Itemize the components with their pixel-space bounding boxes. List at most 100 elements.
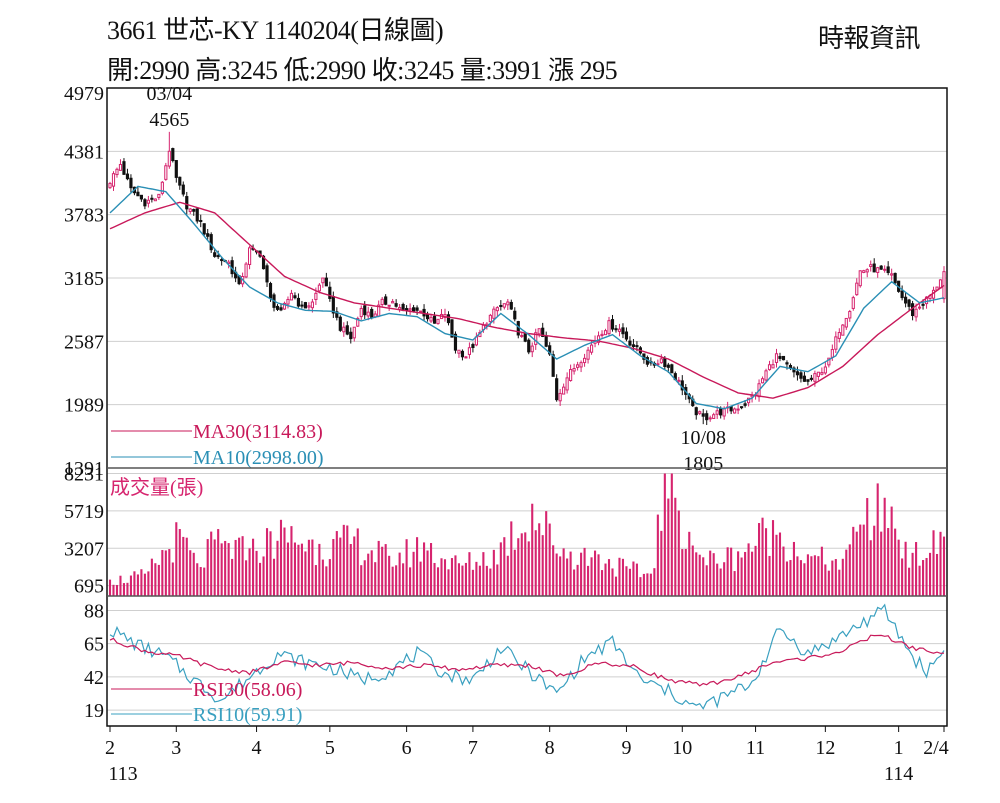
volume-bar [778, 532, 782, 596]
candle-body [516, 321, 520, 336]
volume-bar [398, 552, 401, 596]
volume-bar [852, 526, 855, 596]
volume-bar [238, 537, 241, 596]
candle-body [453, 333, 458, 351]
volume-bar [813, 555, 816, 596]
candle-body [872, 263, 876, 273]
volume-bar [234, 539, 237, 596]
volume-bar [203, 567, 206, 596]
candle-body [705, 413, 709, 421]
volume-bar [217, 529, 220, 596]
volume-bar [806, 554, 809, 596]
candle-body [457, 349, 461, 354]
volume-bar [314, 565, 317, 596]
candle-body [600, 333, 604, 336]
candle-body [562, 386, 566, 395]
candle-body [129, 177, 133, 189]
candle-body [356, 317, 360, 327]
volume-bar [653, 568, 656, 596]
candle-body [771, 364, 775, 369]
candle-body [502, 303, 506, 308]
volume-bar [848, 544, 851, 596]
volume-bar [356, 528, 359, 596]
candle-body [537, 328, 541, 335]
volume-bar [426, 550, 429, 596]
volume-bar [915, 542, 918, 596]
volume-bar [129, 575, 132, 596]
candle-body [279, 307, 283, 311]
volume-bar [342, 524, 345, 596]
candle-body [122, 161, 126, 175]
volume-bar [887, 528, 890, 596]
ma30-line [109, 201, 945, 399]
volume-bar [231, 558, 234, 596]
volume-bar [667, 498, 670, 596]
rsi10-legend-label: RSI10(59.91) [193, 704, 302, 726]
volume-bar [942, 536, 946, 596]
volume-bar [199, 567, 202, 596]
candle-body [924, 296, 929, 305]
volume-bar [810, 556, 813, 596]
volume-bar [534, 530, 537, 596]
candle-body [565, 377, 569, 391]
x-tick-label: 1 [894, 737, 904, 759]
candle-body [125, 173, 130, 180]
candle-body [338, 316, 342, 331]
volume-bar [562, 548, 565, 596]
source-label: 時報資訊 [818, 24, 921, 53]
candle-body [635, 345, 639, 348]
volume-bar [855, 531, 858, 596]
x-tick-label: 10 [672, 737, 692, 759]
volume-bar [496, 564, 499, 596]
volume-bar [161, 550, 164, 596]
volume-bar [259, 562, 262, 596]
candle-body [275, 305, 280, 310]
rsi30-legend-label: RSI30(58.06) [193, 679, 302, 701]
candle-body [321, 277, 325, 284]
x-tick-label: 7 [468, 737, 478, 759]
rsi-tick-label: 88 [84, 600, 104, 622]
candle-body [907, 299, 911, 307]
candle-body [111, 173, 116, 187]
volume-bar [646, 573, 649, 596]
candle-body [185, 196, 189, 210]
candle-body [712, 414, 716, 419]
candle-body [520, 334, 524, 337]
candle-body [363, 305, 367, 316]
volume-bar [447, 569, 450, 596]
candle-body [586, 349, 590, 360]
candle-body [167, 150, 171, 167]
volume-bar [332, 539, 335, 596]
candle-body [492, 308, 496, 319]
candle-body [261, 255, 266, 270]
candle-body [708, 417, 712, 420]
volume-bar [304, 551, 307, 596]
candle-body [624, 331, 629, 340]
candle-body [366, 311, 370, 317]
volume-bar [346, 525, 349, 596]
x-year-label: 114 [884, 763, 913, 785]
candle-body [813, 373, 817, 382]
volume-bar [464, 562, 467, 596]
volume-bar [552, 545, 555, 596]
candle-body [352, 326, 356, 339]
candle-body [774, 353, 779, 363]
price-tick-label: 4979 [64, 83, 104, 105]
candle-body [858, 270, 862, 287]
volume-bar [143, 573, 146, 596]
candle-body [795, 371, 800, 376]
candle-body [195, 208, 199, 222]
volume-bar [506, 555, 509, 596]
x-tick-label: 6 [402, 737, 412, 759]
candle-body [460, 350, 465, 358]
volume-bar [213, 539, 216, 596]
x-tick-label: 4 [252, 737, 262, 759]
candle-body [760, 378, 765, 384]
volume-bar [171, 562, 174, 596]
volume-bar [681, 549, 684, 596]
volume-bar [276, 540, 279, 596]
volume-bar [935, 553, 939, 596]
volume-bar [478, 565, 481, 596]
volume-bar [206, 539, 209, 596]
volume-bar [869, 540, 872, 596]
